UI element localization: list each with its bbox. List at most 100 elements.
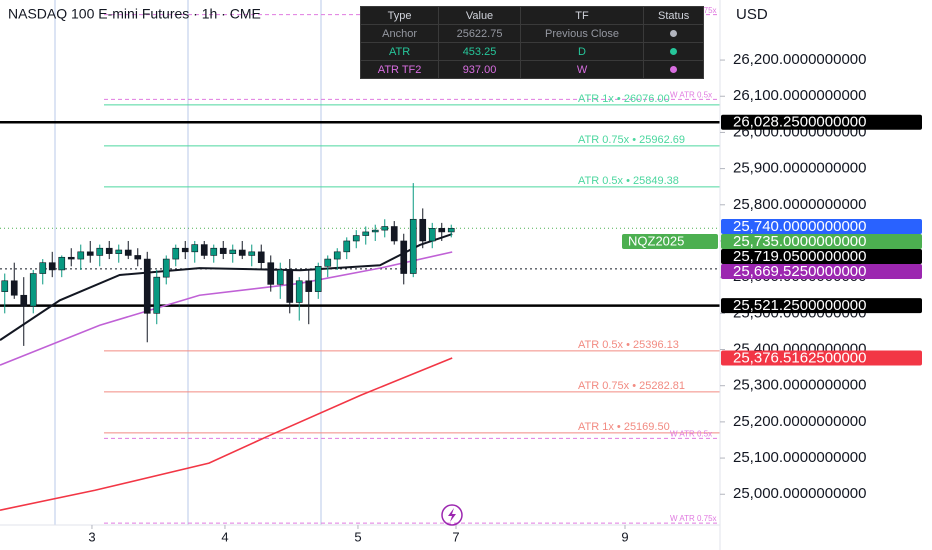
price-tag-label: 25,521.2500000000 <box>733 297 866 314</box>
y-tick-label: 25,900.0000000000 <box>733 160 866 177</box>
level-label: ATR 0.75x • 25962.69 <box>578 134 685 146</box>
candle-body <box>29 273 37 307</box>
candle-body <box>134 255 142 260</box>
table-cell: ATR TF2 <box>359 60 440 79</box>
indicator-line <box>0 357 453 511</box>
table-cell: W <box>519 60 645 79</box>
x-tick-label: 7 <box>452 529 459 544</box>
y-tick-label: 25,300.0000000000 <box>733 377 866 394</box>
symbol-tag <box>622 233 718 249</box>
candle-body <box>124 249 132 256</box>
level-label: W ATR 0.75x <box>670 514 717 523</box>
candle-body <box>305 280 313 292</box>
level-label: ATR 1x • 26076.00 <box>578 93 670 105</box>
table-row: ATR 453.25 D <box>359 42 704 61</box>
candle-body <box>257 251 265 263</box>
price-tag <box>721 350 922 366</box>
table-cell: 25622.75 <box>438 24 521 43</box>
candle-body <box>153 276 161 314</box>
level-label: ATR 0.75x • 25282.81 <box>578 380 685 392</box>
chart-title: NASDAQ 100 E-mini Futures · 1h · CME <box>8 6 261 22</box>
y-tick-label: 25,200.0000000000 <box>733 413 866 430</box>
table-row: Anchor 25622.75 Previous Close <box>359 24 704 43</box>
level-label: ATR 0.5x • 25849.38 <box>578 175 679 187</box>
candle-body <box>10 280 18 296</box>
x-tick-label: 3 <box>88 529 95 544</box>
y-tick-label: 26,200.0000000000 <box>733 51 866 68</box>
candle-body <box>314 265 322 292</box>
candle-body <box>371 229 379 233</box>
candle-body <box>324 258 332 267</box>
y-tick-label: 25,800.0000000000 <box>733 196 866 213</box>
price-tag <box>721 218 922 234</box>
candle-body <box>219 247 227 254</box>
price-tag <box>721 114 922 130</box>
candle-body <box>200 244 208 256</box>
candle-body <box>362 231 370 236</box>
candle-body <box>67 256 75 260</box>
status-cell <box>643 42 704 61</box>
lightning-bolt <box>448 508 456 522</box>
lightning-icon[interactable] <box>441 504 463 526</box>
candle-body <box>105 247 113 254</box>
header-cell: Status <box>643 6 704 25</box>
price-tag-label: 25,735.0000000000 <box>733 233 866 250</box>
status-dot <box>670 65 678 73</box>
level-label: ATR 1x • 25169.50 <box>578 421 670 433</box>
level-label: W ATR 0.5x <box>670 91 712 100</box>
y-tick-label: 26,100.0000000000 <box>733 87 866 104</box>
candle-body <box>191 244 199 253</box>
candle-body <box>229 249 237 254</box>
table-cell: 937.00 <box>438 60 521 79</box>
candle-body <box>58 256 66 271</box>
candle-body <box>96 247 104 256</box>
candle-body <box>77 251 85 260</box>
x-tick-label: 4 <box>221 529 228 544</box>
candle-body <box>115 249 123 254</box>
candle-body <box>267 262 275 285</box>
candle-body <box>20 294 28 307</box>
table-cell: ATR <box>359 42 440 61</box>
header-cell: Type <box>359 6 440 25</box>
header-cell: TF <box>519 6 645 25</box>
candle-body <box>210 247 218 256</box>
indicator-line <box>0 251 453 366</box>
table-row: ATR TF2 937.00 W <box>359 60 704 79</box>
symbol-tag-label: NQZ2025 <box>628 233 684 248</box>
candle-body <box>400 240 408 274</box>
candle-body <box>86 251 94 256</box>
currency: USD <box>736 6 768 23</box>
y-tick-label: 25,000.0000000000 <box>733 485 866 502</box>
table-cell: D <box>519 42 645 61</box>
table-cell: Previous Close <box>519 24 645 43</box>
candle-body <box>295 280 303 303</box>
table-header: Type Value TF Status <box>359 6 704 25</box>
candle-body <box>419 218 427 242</box>
header-cell: Value <box>438 6 521 25</box>
status-cell <box>643 60 704 79</box>
candle-body <box>1 280 9 292</box>
candle-body <box>48 262 56 271</box>
candle-body <box>162 258 170 278</box>
table-cell: Anchor <box>359 24 440 43</box>
price-tag-label: 25,719.0500000000 <box>733 248 866 265</box>
candle-body <box>428 228 436 242</box>
candle-body <box>343 240 351 253</box>
level-label: ATR 0.5x • 25396.13 <box>578 339 679 351</box>
price-tag-label: 25,740.0000000000 <box>733 218 866 235</box>
candle-body <box>438 228 446 233</box>
candle-body <box>352 235 360 242</box>
candle-body <box>286 269 294 303</box>
candle-body <box>181 247 189 253</box>
candle-body <box>381 226 389 231</box>
candle-body <box>39 262 47 274</box>
x-tick-label: 5 <box>354 529 361 544</box>
price-tag-label: 25,376.5162500000 <box>733 349 866 366</box>
price-tag <box>721 248 922 264</box>
table-cell: 453.25 <box>438 42 521 61</box>
status-dot <box>670 29 678 37</box>
price-axis: 26,200.000000000026,100.000000000026,000… <box>622 51 922 502</box>
level-label: W ATR 0.5x <box>670 430 712 439</box>
